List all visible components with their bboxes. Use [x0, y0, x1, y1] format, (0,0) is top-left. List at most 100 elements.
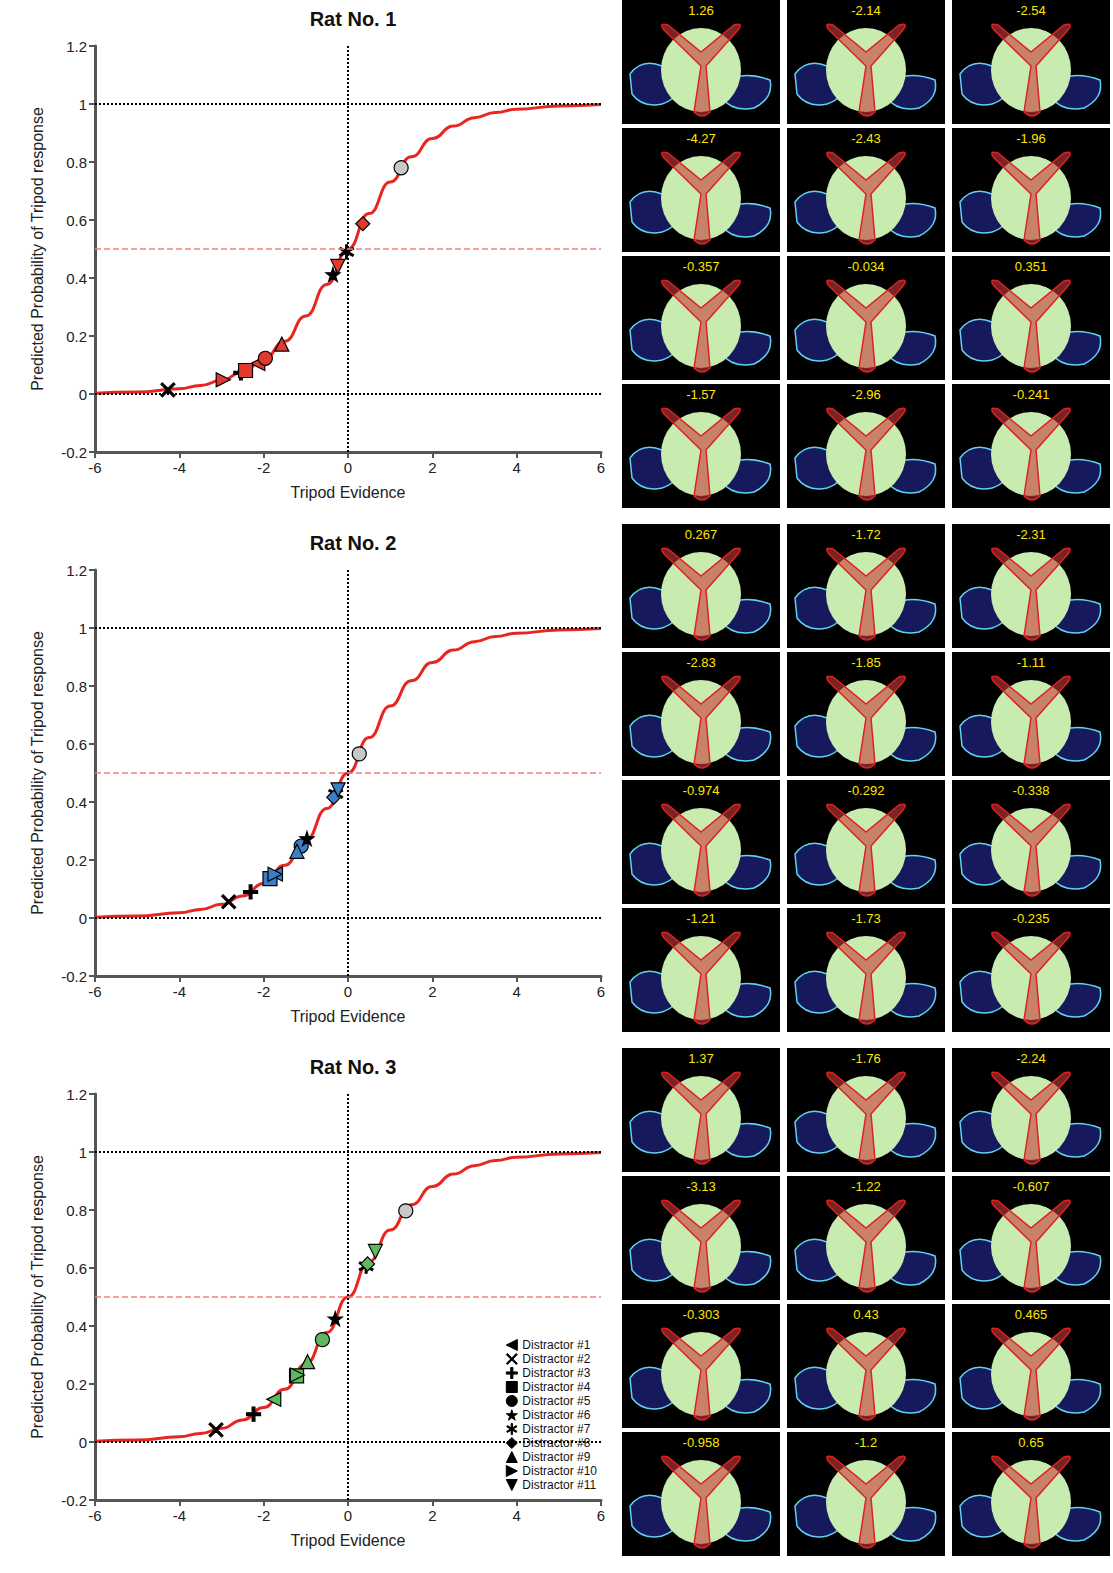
svg-text:0: 0 [79, 910, 87, 927]
svg-text:-1.21: -1.21 [686, 911, 716, 926]
svg-text:4: 4 [512, 459, 520, 476]
svg-text:-0.235: -0.235 [1013, 911, 1050, 926]
svg-text:0.4: 0.4 [66, 270, 87, 287]
svg-text:-0.2: -0.2 [61, 444, 87, 461]
svg-text:Rat No. 1: Rat No. 1 [310, 8, 397, 30]
svg-text:-4: -4 [173, 459, 186, 476]
svg-text:-2.96: -2.96 [851, 387, 881, 402]
svg-text:0: 0 [344, 1507, 352, 1524]
svg-text:0: 0 [344, 983, 352, 1000]
svg-text:0.2: 0.2 [66, 1376, 87, 1393]
svg-text:-0.607: -0.607 [1013, 1179, 1050, 1194]
svg-text:0.4: 0.4 [66, 794, 87, 811]
svg-text:4: 4 [512, 1507, 520, 1524]
svg-text:1: 1 [79, 96, 87, 113]
svg-text:0.8: 0.8 [66, 154, 87, 171]
svg-text:-0.303: -0.303 [683, 1307, 720, 1322]
svg-text:-0.2: -0.2 [61, 1492, 87, 1509]
svg-text:0.8: 0.8 [66, 678, 87, 695]
svg-text:0: 0 [344, 459, 352, 476]
svg-text:0.2: 0.2 [66, 328, 87, 345]
svg-text:Predicted Probability of Tripo: Predicted Probability of Tripod response [29, 1155, 46, 1439]
svg-text:-6: -6 [88, 459, 101, 476]
svg-text:-2.24: -2.24 [1016, 1051, 1046, 1066]
svg-text:-1.22: -1.22 [851, 1179, 881, 1194]
svg-text:0.465: 0.465 [1015, 1307, 1048, 1322]
svg-text:-4: -4 [173, 983, 186, 1000]
svg-text:Distractor #4: Distractor #4 [522, 1380, 590, 1394]
svg-text:-0.034: -0.034 [848, 259, 885, 274]
svg-text:Predicted Probability of Tripo: Predicted Probability of Tripod response [29, 631, 46, 915]
svg-text:0.4: 0.4 [66, 1318, 87, 1335]
svg-text:Distractor #6: Distractor #6 [522, 1408, 590, 1422]
svg-text:-2.31: -2.31 [1016, 527, 1046, 542]
svg-text:1: 1 [79, 1144, 87, 1161]
svg-text:Distractor #10: Distractor #10 [522, 1464, 597, 1478]
svg-text:0: 0 [79, 1434, 87, 1451]
svg-text:0.351: 0.351 [1015, 259, 1048, 274]
svg-text:Predicted Probability of Tripo: Predicted Probability of Tripod response [29, 107, 46, 391]
svg-text:0.6: 0.6 [66, 212, 87, 229]
svg-text:-1.11: -1.11 [1017, 655, 1046, 670]
svg-text:1.2: 1.2 [66, 38, 87, 55]
svg-text:Tripod Evidence: Tripod Evidence [290, 1532, 405, 1549]
svg-text:1.2: 1.2 [66, 562, 87, 579]
svg-text:-1.76: -1.76 [851, 1051, 881, 1066]
svg-text:-1.57: -1.57 [686, 387, 716, 402]
svg-text:1.37: 1.37 [688, 1051, 713, 1066]
svg-text:-0.974: -0.974 [683, 783, 720, 798]
svg-text:6: 6 [597, 983, 605, 1000]
svg-text:-2.54: -2.54 [1016, 3, 1046, 18]
svg-text:Distractor #5: Distractor #5 [522, 1394, 590, 1408]
svg-text:-4.27: -4.27 [686, 131, 716, 146]
svg-text:-0.338: -0.338 [1013, 783, 1050, 798]
svg-text:2: 2 [428, 983, 436, 1000]
svg-text:0.2: 0.2 [66, 852, 87, 869]
svg-text:-2: -2 [257, 459, 270, 476]
svg-text:0.43: 0.43 [853, 1307, 878, 1322]
svg-text:Tripod Evidence: Tripod Evidence [290, 1008, 405, 1025]
svg-text:Tripod Evidence: Tripod Evidence [290, 484, 405, 501]
svg-text:Distractor #11: Distractor #11 [522, 1478, 596, 1492]
svg-text:Distractor #9: Distractor #9 [522, 1450, 590, 1464]
svg-text:-0.2: -0.2 [61, 968, 87, 985]
svg-text:-2.14: -2.14 [851, 3, 881, 18]
svg-text:6: 6 [597, 1507, 605, 1524]
svg-text:4: 4 [512, 983, 520, 1000]
svg-text:-2: -2 [257, 983, 270, 1000]
svg-text:0: 0 [79, 386, 87, 403]
svg-text:2: 2 [428, 1507, 436, 1524]
svg-text:0.267: 0.267 [685, 527, 718, 542]
svg-text:-4: -4 [173, 1507, 186, 1524]
svg-text:-2.43: -2.43 [851, 131, 881, 146]
svg-text:-0.241: -0.241 [1013, 387, 1050, 402]
svg-text:-0.292: -0.292 [848, 783, 885, 798]
svg-text:1: 1 [79, 620, 87, 637]
svg-text:-1.85: -1.85 [851, 655, 881, 670]
svg-text:-0.357: -0.357 [683, 259, 720, 274]
svg-text:1.2: 1.2 [66, 1086, 87, 1103]
svg-text:Distractor #2: Distractor #2 [522, 1352, 590, 1366]
svg-text:0.65: 0.65 [1018, 1435, 1043, 1450]
svg-text:-1.96: -1.96 [1016, 131, 1046, 146]
svg-text:Rat No. 2: Rat No. 2 [310, 532, 397, 554]
svg-text:0.6: 0.6 [66, 1260, 87, 1277]
svg-text:-3.13: -3.13 [686, 1179, 716, 1194]
svg-text:Distractor #7: Distractor #7 [522, 1422, 590, 1436]
svg-text:0.6: 0.6 [66, 736, 87, 753]
svg-text:0.8: 0.8 [66, 1202, 87, 1219]
svg-text:1.26: 1.26 [688, 3, 713, 18]
svg-text:-2.83: -2.83 [686, 655, 716, 670]
svg-text:2: 2 [428, 459, 436, 476]
svg-text:-0.958: -0.958 [683, 1435, 720, 1450]
svg-text:6: 6 [597, 459, 605, 476]
svg-text:Distractor #1: Distractor #1 [522, 1338, 590, 1352]
svg-text:Distractor #3: Distractor #3 [522, 1366, 590, 1380]
svg-text:-1.72: -1.72 [851, 527, 881, 542]
svg-text:-1.2: -1.2 [855, 1435, 877, 1450]
svg-text:-6: -6 [88, 983, 101, 1000]
svg-text:Rat No. 3: Rat No. 3 [310, 1056, 397, 1078]
svg-text:-1.73: -1.73 [851, 911, 881, 926]
svg-text:-2: -2 [257, 1507, 270, 1524]
svg-text:-6: -6 [88, 1507, 101, 1524]
